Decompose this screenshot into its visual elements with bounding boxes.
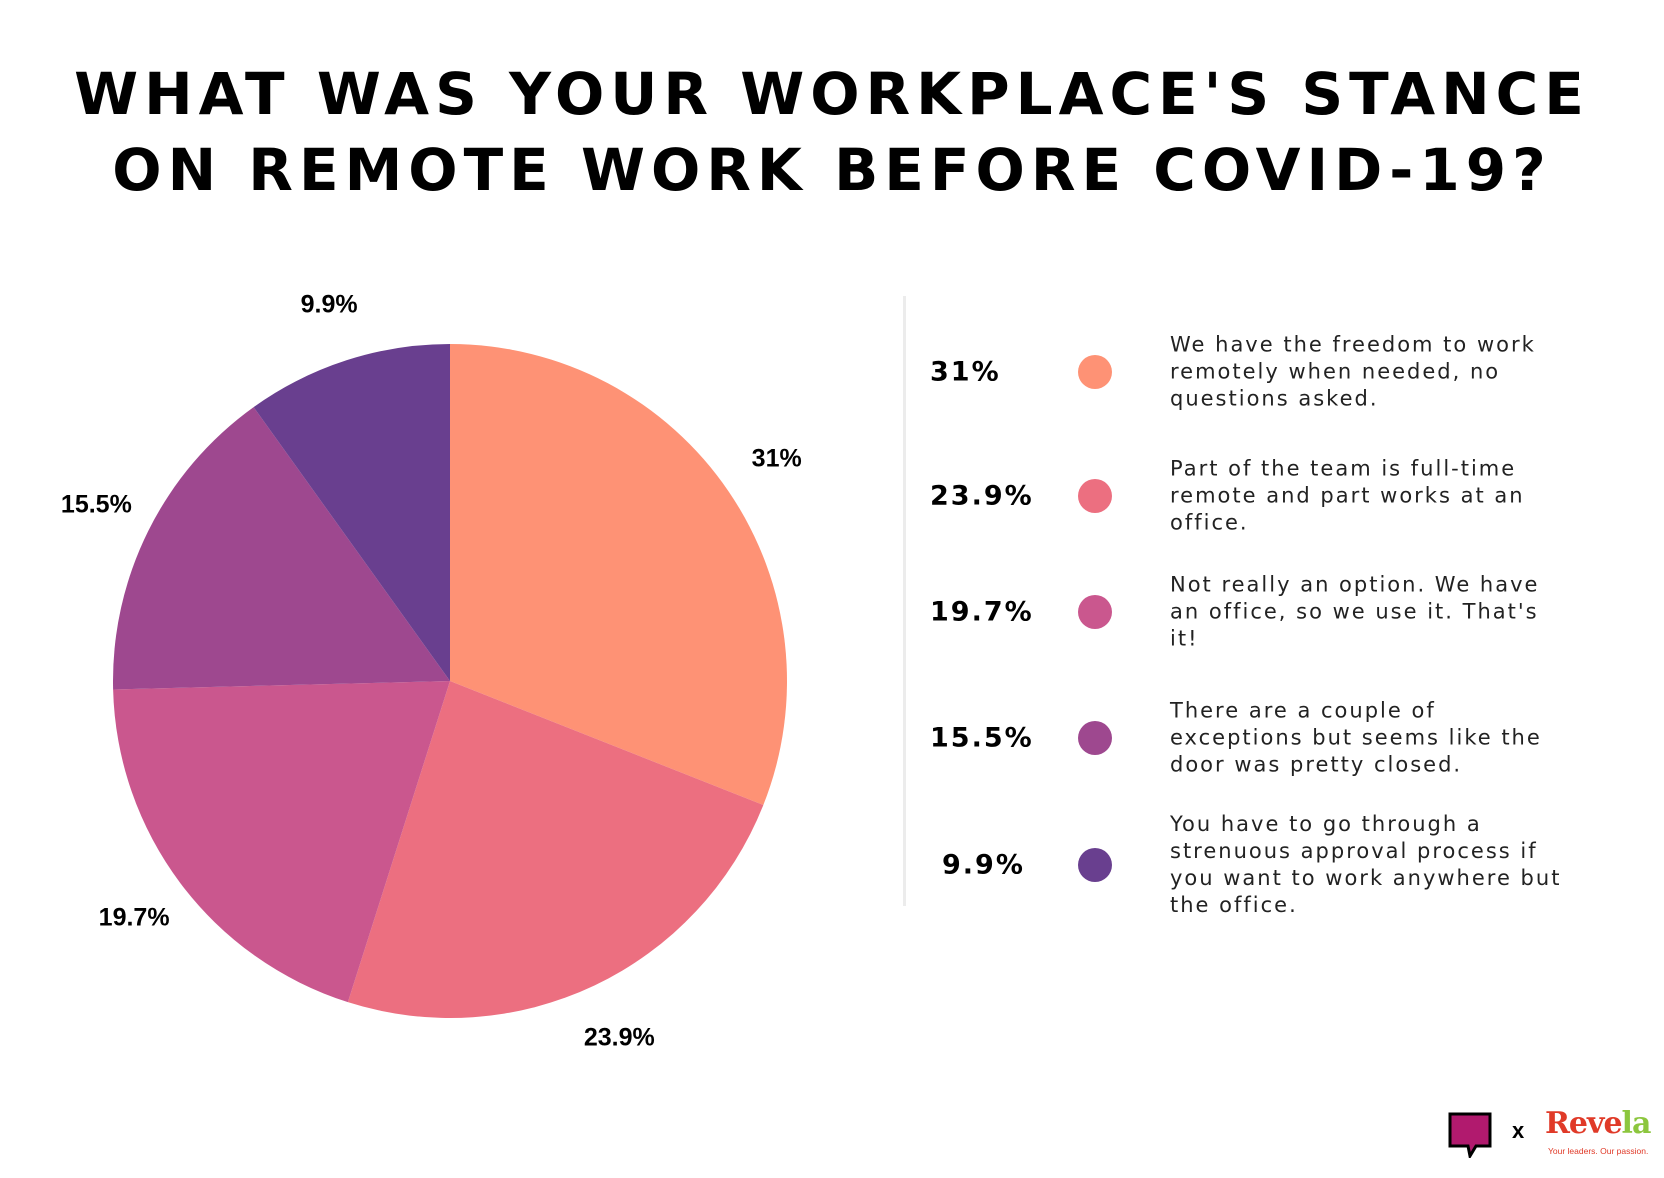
revela-logo-text: Reve <box>1545 1106 1623 1141</box>
legend-item-2: 23.9% Part of the team is full-time remot… <box>930 446 1570 546</box>
legend-percentage: 23.9% <box>930 480 1034 512</box>
legend-item-4: 15.5% There are a couple of exceptions bu… <box>930 688 1570 788</box>
pie-slice-label-5: 9.9% <box>300 290 358 319</box>
legend-item-1: 31% We have the freedom to work remotely … <box>930 322 1570 422</box>
legend-description: You have to go through a strenuous appro… <box>1170 812 1562 917</box>
legend-description: Part of the team is full-time remote and… <box>1170 456 1525 535</box>
legend-description: We have the freedom to work remotely whe… <box>1170 332 1536 411</box>
pie-slice-label-2: 23.9% <box>583 1023 655 1052</box>
pie-slice-2 <box>347 681 764 1018</box>
legend-percentage: 15.5% <box>930 722 1034 754</box>
legend-item-5: 9.9% You have to go through a strenuous a… <box>930 812 1570 917</box>
revela-tagline: Your leaders. Our passion. <box>1548 1146 1649 1156</box>
pie-slice-label-1: 31% <box>751 444 802 473</box>
pie-slice-3 <box>113 681 450 1003</box>
pie-slice-5 <box>253 344 450 681</box>
revela-logo: Revela <box>1545 1106 1652 1141</box>
title-line-2: ON REMOTE WORK BEFORE COVID-19? <box>112 136 1552 204</box>
legend-divider <box>903 296 906 906</box>
logo-separator: x <box>1512 1118 1525 1143</box>
legend-color-dot <box>1078 848 1112 882</box>
pie-slice-label-3: 19.7% <box>98 903 170 932</box>
pie-slice-1 <box>450 344 787 806</box>
title-line-1: WHAT WAS YOUR WORKPLACE'S STANCE <box>74 60 1590 128</box>
legend-color-dot <box>1078 721 1112 755</box>
revela-logo-accent: la <box>1621 1106 1652 1141</box>
legend-percentage: 19.7% <box>930 596 1034 628</box>
pie-slice-label-4: 15.5% <box>60 490 132 519</box>
chat-bubble-logo-icon <box>1448 1112 1492 1162</box>
legend-percentage: 9.9% <box>942 849 1025 881</box>
legend-color-dot <box>1078 479 1112 513</box>
legend-item-3: 19.7% Not really an option. We have an of… <box>930 562 1570 662</box>
pie-slice-4 <box>113 407 450 690</box>
legend-color-dot <box>1078 355 1112 389</box>
legend-description: There are a couple of exceptions but see… <box>1170 698 1542 777</box>
legend-color-dot <box>1078 595 1112 629</box>
legend-percentage: 31% <box>930 356 1001 388</box>
page-title: WHAT WAS YOUR WORKPLACE'S STANCE ON REMO… <box>0 56 1664 208</box>
legend-description: Not really an option. We have an office,… <box>1170 572 1540 651</box>
